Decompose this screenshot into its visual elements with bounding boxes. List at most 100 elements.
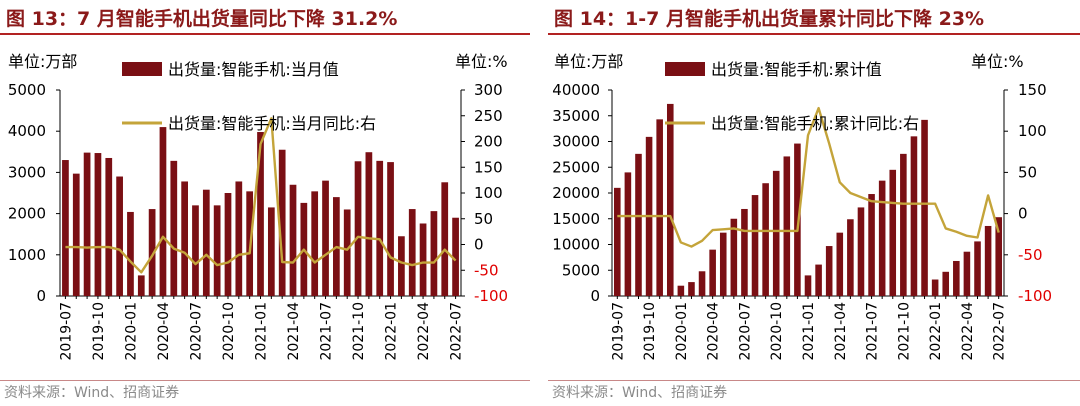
bar bbox=[825, 246, 833, 296]
y-left-tick-label: 2000 bbox=[8, 205, 46, 223]
bar bbox=[751, 195, 759, 296]
x-tick-label: 2021-07 bbox=[319, 302, 335, 361]
bar bbox=[83, 152, 91, 296]
bar bbox=[452, 217, 459, 296]
bar bbox=[677, 285, 685, 296]
x-tick-label: 2019-07 bbox=[610, 302, 626, 361]
bar bbox=[656, 119, 663, 296]
y-left-tick-label: 15000 bbox=[552, 210, 600, 228]
y-right-tick-label: -50 bbox=[474, 261, 499, 279]
bar bbox=[709, 249, 716, 296]
bar bbox=[847, 219, 854, 296]
title-divider bbox=[0, 33, 530, 35]
y-right-tick-label: 100 bbox=[474, 184, 503, 202]
y-right-tick-label: 150 bbox=[474, 158, 503, 176]
x-tick-label: 2021-10 bbox=[896, 302, 912, 361]
legend-line-label: 出货量:智能手机:当月同比:右 bbox=[168, 114, 376, 133]
bar bbox=[783, 156, 791, 296]
y-right-tick-label: 50 bbox=[1018, 163, 1037, 181]
x-tick-label: 2022-01 bbox=[384, 302, 400, 361]
y-right-tick-label: 200 bbox=[474, 133, 503, 151]
bar bbox=[419, 223, 427, 296]
y-right-tick-label: 250 bbox=[474, 107, 503, 125]
bar bbox=[719, 232, 727, 296]
bar bbox=[974, 241, 981, 296]
bar bbox=[289, 184, 297, 296]
bar bbox=[116, 176, 123, 296]
bar bbox=[311, 191, 319, 296]
bar bbox=[804, 275, 812, 296]
source-divider bbox=[548, 380, 1080, 381]
source-divider bbox=[0, 380, 530, 381]
bar bbox=[267, 207, 275, 296]
source-note: 资料来源：Wind、招商证券 bbox=[552, 385, 728, 401]
x-tick-label: 2019-10 bbox=[642, 302, 658, 361]
bar bbox=[62, 160, 69, 296]
bar bbox=[257, 132, 264, 296]
bar bbox=[387, 162, 394, 296]
title-divider bbox=[548, 33, 1080, 35]
x-tick-label: 2021-01 bbox=[801, 302, 817, 361]
bar bbox=[624, 172, 632, 296]
x-tick-label: 2020-01 bbox=[123, 302, 139, 361]
x-tick-label: 2022-07 bbox=[992, 302, 1008, 361]
y-left-tick-label: 10000 bbox=[552, 236, 600, 254]
x-tick-label: 2022-07 bbox=[449, 302, 465, 361]
legend-bar-swatch bbox=[122, 62, 162, 76]
x-tick-label: 2020-07 bbox=[737, 302, 753, 361]
y-right-tick-label: 0 bbox=[1018, 205, 1028, 223]
left-unit-label: 单位:万部 bbox=[554, 52, 623, 71]
y-right-tick-label: 100 bbox=[1018, 122, 1047, 140]
x-tick-label: 2021-01 bbox=[254, 302, 270, 361]
y-right-tick-label: -50 bbox=[1018, 246, 1043, 264]
x-tick-label: 2020-04 bbox=[156, 302, 172, 361]
y-left-tick-label: 5000 bbox=[8, 81, 46, 99]
bar bbox=[942, 271, 950, 296]
y-left-tick-label: 0 bbox=[36, 287, 46, 305]
bar bbox=[398, 236, 405, 296]
y-left-tick-label: 3000 bbox=[8, 163, 46, 181]
x-tick-label: 2022-01 bbox=[928, 302, 944, 361]
y-left-tick-label: 30000 bbox=[552, 133, 600, 151]
bar bbox=[741, 208, 748, 296]
bar bbox=[762, 183, 769, 296]
x-tick-label: 2020-04 bbox=[706, 302, 722, 361]
x-tick-label: 2021-07 bbox=[865, 302, 881, 361]
bar bbox=[889, 169, 897, 296]
source-note: 资料来源：Wind、招商证券 bbox=[4, 385, 180, 401]
x-tick-label: 2020-01 bbox=[674, 302, 690, 361]
bar bbox=[878, 180, 886, 296]
chart-title: 图 13：7 月智能手机出货量同比下降 31.2% bbox=[6, 8, 398, 30]
bar bbox=[666, 103, 674, 296]
bar bbox=[868, 194, 875, 296]
bar bbox=[376, 160, 384, 296]
x-tick-label: 2021-04 bbox=[286, 302, 302, 361]
x-tick-label: 2019-07 bbox=[58, 302, 74, 361]
y-right-tick-label: -100 bbox=[474, 287, 508, 305]
bar bbox=[213, 205, 221, 296]
bar bbox=[794, 143, 801, 296]
y-left-tick-label: 35000 bbox=[552, 107, 600, 125]
y-left-tick-label: 40000 bbox=[552, 81, 600, 99]
bar bbox=[170, 160, 178, 296]
bar bbox=[105, 157, 113, 296]
bar bbox=[430, 211, 438, 296]
y-left-tick-label: 4000 bbox=[8, 122, 46, 140]
bar bbox=[635, 153, 642, 296]
bar bbox=[72, 173, 80, 296]
chart-panel-monthly: 图 13：7 月智能手机出货量同比下降 31.2% 0 1000 2000 3000 4… bbox=[0, 0, 530, 406]
bar bbox=[137, 275, 145, 296]
bar bbox=[181, 181, 188, 296]
y-left-tick-label: 0 bbox=[590, 287, 600, 305]
bar bbox=[354, 161, 362, 296]
x-tick-label: 2022-04 bbox=[416, 302, 432, 361]
y-right-tick-label: 300 bbox=[474, 81, 503, 99]
x-tick-label: 2020-10 bbox=[221, 302, 237, 361]
bar bbox=[772, 170, 780, 296]
bar bbox=[910, 136, 918, 296]
y-left-tick-label: 25000 bbox=[552, 158, 600, 176]
bar bbox=[127, 211, 134, 296]
x-tick-label: 2019-10 bbox=[91, 302, 107, 361]
bar bbox=[408, 209, 416, 296]
bar bbox=[224, 193, 232, 296]
